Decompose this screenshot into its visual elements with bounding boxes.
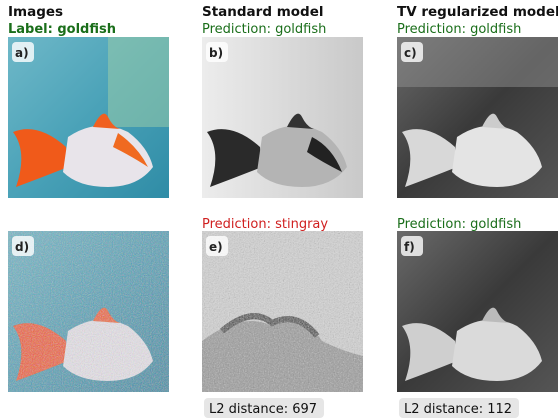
column-title: TV regularized model xyxy=(397,4,558,20)
label: Label: goldfish xyxy=(8,22,116,37)
page: {"columns": [{"title": "Images"}, {"titl… xyxy=(0,0,558,419)
column-title: Standard model xyxy=(202,4,323,20)
panel-letter-text: f) xyxy=(404,240,415,254)
prediction: Prediction: stingray xyxy=(202,217,328,232)
figure: Images Standard model TV regularized mod… xyxy=(0,0,558,419)
panel-letter-text: e) xyxy=(209,240,223,254)
panel-letter-text: a) xyxy=(15,46,29,60)
panel-letter-text: b) xyxy=(209,46,223,60)
panel-letter-text: d) xyxy=(15,240,29,254)
prediction: Prediction: goldfish xyxy=(202,22,326,37)
l2-distance: L2 distance: 112 xyxy=(404,402,512,417)
prediction: Prediction: goldfish xyxy=(397,22,521,37)
panel-letter-text: c) xyxy=(404,46,417,60)
prediction: Prediction: goldfish xyxy=(397,217,521,232)
l2-distance: L2 distance: 697 xyxy=(209,402,317,417)
column-title: Images xyxy=(8,4,63,20)
